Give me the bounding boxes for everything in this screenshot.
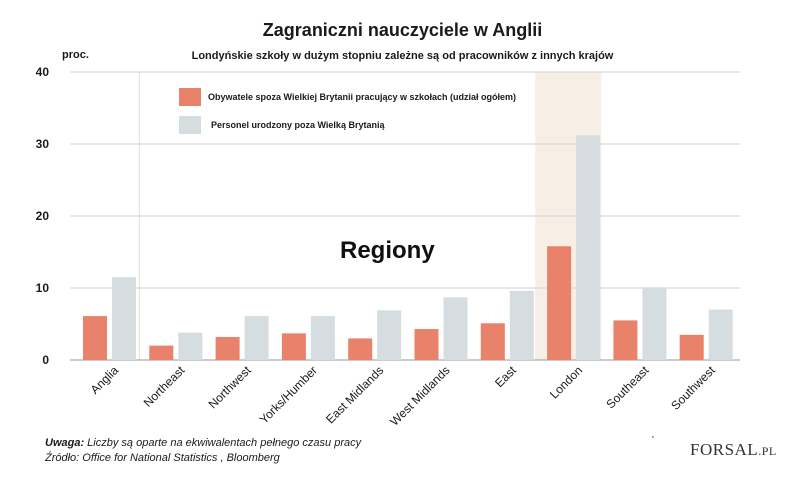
- bar-non-uk-nationals: [348, 338, 373, 360]
- chart-subtitle: Londyńskie szkoły w dużym stopniu zależn…: [191, 50, 614, 62]
- legend-swatch: [179, 88, 201, 106]
- logo-text: FORSAL: [690, 440, 759, 459]
- regions-annotation: Regiony: [340, 237, 435, 264]
- bar-foreign-born-staff: [708, 309, 733, 360]
- x-tick-label: Northwest: [206, 363, 255, 412]
- bar-non-uk-nationals: [83, 316, 107, 360]
- bar-non-uk-nationals: [613, 320, 638, 360]
- y-tick-label: 30: [36, 137, 50, 151]
- legend-swatch: [179, 116, 201, 134]
- x-tick-label: East Midlands: [323, 363, 386, 426]
- footnote-text: Liczby są oparte na ekwiwalentach pełneg…: [84, 437, 362, 449]
- y-tick-label: 0: [42, 353, 49, 367]
- y-tick-label: 10: [36, 281, 50, 295]
- y-tick-label: 20: [36, 209, 50, 223]
- bar-foreign-born-staff: [443, 297, 468, 360]
- x-tick-label: West Midlands: [387, 363, 452, 428]
- footer-mark: ': [652, 435, 654, 446]
- bar-foreign-born-staff: [509, 290, 534, 360]
- x-tick-label: Southwest: [668, 363, 718, 413]
- source-note: Źródło: Office for National Statistics ,…: [45, 452, 280, 464]
- x-tick-label: Anglia: [88, 363, 122, 397]
- bar-foreign-born-staff: [112, 277, 136, 360]
- bar-non-uk-nationals: [480, 323, 505, 360]
- bar-foreign-born-staff: [178, 332, 203, 360]
- y-tick-label: 40: [36, 65, 50, 79]
- footnote-label: Uwaga:: [45, 437, 85, 449]
- bar-non-uk-nationals: [679, 334, 704, 360]
- bar-foreign-born-staff: [244, 316, 269, 360]
- x-tick-label: Northeast: [141, 363, 188, 410]
- footnote: Uwaga: Liczby są oparte na ekwiwalentach…: [45, 437, 361, 449]
- bar-non-uk-nationals: [414, 329, 439, 360]
- bar-foreign-born-staff: [642, 287, 667, 360]
- x-tick-label: Yorks/Humber: [257, 363, 320, 426]
- bar-foreign-born-staff: [310, 316, 335, 360]
- x-tick-label: London: [547, 363, 585, 401]
- bar-non-uk-nationals: [215, 336, 240, 360]
- bar-non-uk-nationals: [281, 333, 306, 360]
- y-axis-unit-label: proc.: [62, 49, 89, 61]
- bar-non-uk-nationals: [149, 345, 174, 360]
- bar-foreign-born-staff: [576, 135, 601, 360]
- x-tick-label: Southeast: [603, 363, 652, 412]
- logo-suffix: .PL: [758, 444, 777, 458]
- bar-non-uk-nationals: [547, 246, 572, 360]
- x-tick-label: East: [492, 363, 519, 390]
- legend-label: Personel urodzony poza Wielką Brytanią: [211, 120, 385, 130]
- chart-title: Zagraniczni nauczyciele w Anglii: [262, 20, 543, 40]
- legend-label: Obywatele spoza Wielkiej Brytanii pracuj…: [208, 92, 516, 102]
- forsal-logo: FORSAL.PL: [690, 440, 777, 460]
- bar-foreign-born-staff: [377, 310, 402, 360]
